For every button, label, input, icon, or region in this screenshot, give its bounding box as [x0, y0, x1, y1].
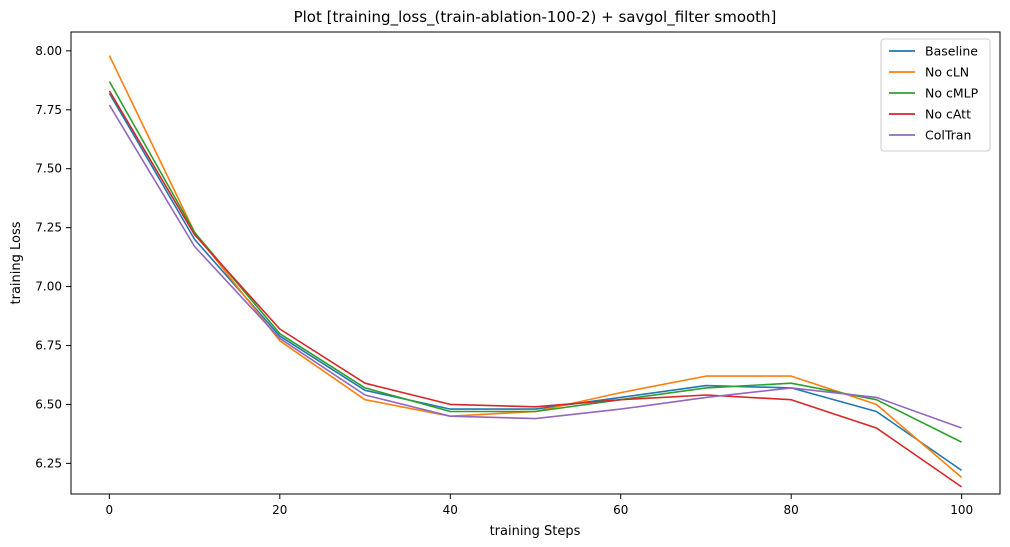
legend-label: No cAtt [925, 107, 971, 122]
legend-item: No cMLP [889, 86, 979, 101]
legend-label: ColTran [925, 128, 971, 143]
plot-frame [70, 31, 1001, 495]
y-tick-label: 7.00 [35, 280, 62, 294]
y-tick-label: 7.75 [35, 103, 62, 117]
plot-area [70, 31, 1001, 495]
x-tick-label: 40 [443, 503, 458, 517]
legend-box [880, 38, 991, 152]
legend-label: No cLN [925, 65, 969, 80]
y-tick-label: 7.50 [35, 162, 62, 176]
y-tick-label: 7.25 [35, 221, 62, 235]
y-axis: 6.25 6.50 6.75 7.00 7.25 7.50 7.75 8.00 [35, 44, 71, 470]
chart-title: Plot [training_loss_(train-ablation-100-… [294, 8, 777, 27]
legend-item: No cLN [889, 65, 969, 80]
x-tick-label: 80 [784, 503, 799, 517]
x-axis: 0 20 40 60 80 100 [106, 494, 973, 517]
y-tick-label: 6.25 [35, 456, 62, 470]
legend-item: Baseline [889, 44, 978, 59]
x-tick-label: 60 [613, 503, 628, 517]
y-tick-label: 8.00 [35, 44, 62, 58]
legend-label: Baseline [925, 44, 978, 59]
y-tick-label: 6.75 [35, 339, 62, 353]
legend: Baseline No cLN No cMLP No cAtt ColTran [880, 38, 991, 152]
legend-item: ColTran [889, 128, 971, 143]
y-axis-label: training Loss [9, 221, 24, 304]
x-tick-label: 100 [950, 503, 973, 517]
y-tick-label: 6.50 [35, 397, 62, 411]
legend-item: No cAtt [889, 107, 971, 122]
x-tick-label: 20 [272, 503, 287, 517]
series-line-coltran [108, 104, 962, 429]
series-line-no-cmlp [108, 81, 962, 443]
series-lines [108, 55, 963, 488]
legend-label: No cMLP [925, 86, 979, 101]
x-axis-label: training Steps [490, 524, 581, 539]
series-line-no-catt [108, 90, 963, 488]
x-tick-label: 0 [106, 503, 114, 517]
